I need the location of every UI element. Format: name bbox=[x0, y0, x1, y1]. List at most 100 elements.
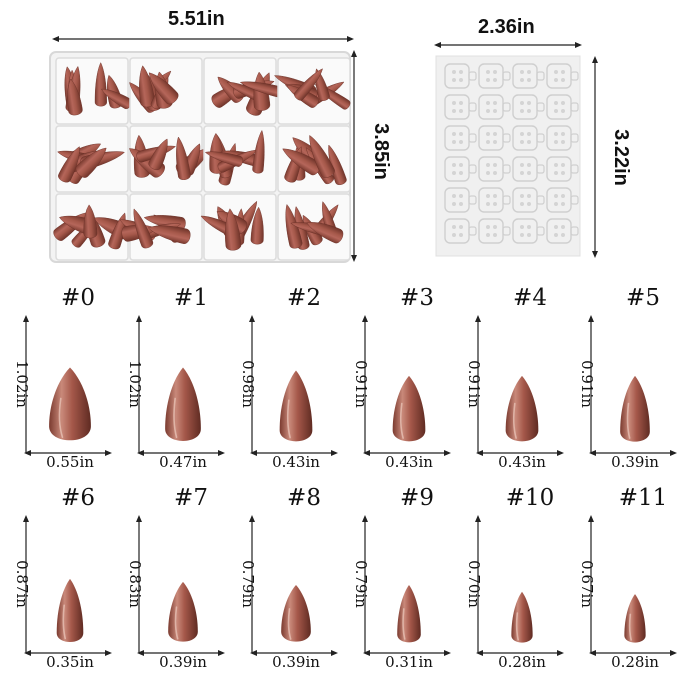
tray-compartment bbox=[55, 125, 129, 193]
size-number: #5 bbox=[626, 285, 660, 311]
nail-size-item: #8 0.39in 0.79in bbox=[239, 485, 344, 675]
nail-width-label: 0.39in bbox=[272, 653, 320, 671]
tray-compartments bbox=[53, 57, 351, 261]
tray-compartment bbox=[53, 193, 131, 261]
nail-height-label: 0.67in bbox=[577, 560, 596, 608]
nail-size-diagram bbox=[588, 515, 677, 656]
nail-width-label: 0.47in bbox=[159, 453, 207, 471]
adhesive-tab bbox=[546, 218, 579, 244]
sheet-width-label: 2.36in bbox=[478, 16, 535, 38]
nail-size-item: #7 0.39in 0.83in bbox=[126, 485, 231, 675]
size-number: #9 bbox=[400, 485, 434, 511]
adhesive-tab bbox=[444, 218, 477, 244]
adhesive-tab bbox=[512, 187, 545, 213]
nail-tip bbox=[624, 594, 646, 643]
nail-size-diagram bbox=[362, 515, 451, 656]
nail-height-label: 0.79in bbox=[238, 560, 257, 608]
nail-width-label: 0.43in bbox=[498, 453, 546, 471]
nail-tip bbox=[139, 65, 156, 108]
nail-width-label: 0.43in bbox=[385, 453, 433, 471]
nail-size-item: #6 0.35in 0.87in bbox=[13, 485, 118, 675]
nail-tip bbox=[49, 367, 91, 441]
nail-height-label: 0.83in bbox=[125, 560, 144, 608]
nail-size-diagram bbox=[136, 315, 225, 456]
nail-size-item: #11 0.28in 0.67in bbox=[578, 485, 679, 675]
nail-height-label: 0.91in bbox=[577, 360, 596, 408]
nail-tip bbox=[505, 375, 539, 442]
nail-tip bbox=[176, 136, 191, 180]
adhesive-tab bbox=[444, 125, 477, 151]
adhesive-tab bbox=[512, 156, 545, 182]
size-number: #6 bbox=[61, 485, 95, 511]
size-number: #1 bbox=[174, 285, 208, 311]
nail-tip bbox=[252, 129, 265, 174]
nail-tip bbox=[309, 135, 335, 178]
nail-tip bbox=[397, 584, 421, 643]
nail-size-item: #5 0.39in 0.91in bbox=[578, 285, 679, 475]
adhesive-tab bbox=[546, 125, 579, 151]
nail-tip bbox=[204, 151, 243, 167]
nail-tip bbox=[75, 147, 107, 178]
nail-tip bbox=[83, 204, 98, 239]
nail-tip bbox=[306, 222, 344, 244]
nail-width-label: 0.31in bbox=[385, 653, 433, 671]
nail-tip bbox=[282, 148, 321, 176]
nail-height-label: 1.02in bbox=[12, 360, 31, 408]
nail-height-label: 0.98in bbox=[238, 360, 257, 408]
nail-size-diagram bbox=[475, 315, 564, 456]
adhesive-tab bbox=[512, 94, 545, 120]
adhesive-tab bbox=[444, 94, 477, 120]
adhesive-tab bbox=[478, 94, 511, 120]
nail-height-label: 0.91in bbox=[464, 360, 483, 408]
nail-size-diagram bbox=[362, 315, 451, 456]
nail-tip bbox=[225, 208, 242, 251]
nail-storage-box bbox=[49, 36, 357, 263]
nail-tip bbox=[165, 367, 201, 441]
nail-tip bbox=[94, 62, 107, 107]
nail-tip bbox=[281, 584, 311, 642]
nail-tip bbox=[168, 581, 198, 642]
nail-width-label: 0.28in bbox=[498, 653, 546, 671]
nail-tip bbox=[511, 591, 533, 643]
nail-size-diagram bbox=[249, 515, 338, 656]
adhesive-tab bbox=[546, 94, 579, 120]
nail-width-label: 0.39in bbox=[611, 453, 659, 471]
nail-size-item: #4 0.43in 0.91in bbox=[465, 285, 570, 475]
nail-tip bbox=[67, 78, 83, 116]
size-number: #10 bbox=[505, 485, 555, 511]
nail-size-item: #0 0.55in 1.02in bbox=[13, 285, 118, 475]
nail-tip bbox=[58, 146, 80, 183]
nail-height-label: 1.02in bbox=[125, 360, 144, 408]
adhesive-tab bbox=[478, 218, 511, 244]
nail-tip bbox=[133, 208, 154, 249]
nail-tip bbox=[56, 578, 84, 643]
tray-compartment bbox=[119, 193, 203, 261]
adhesive-tab bbox=[546, 187, 579, 213]
sheet-height-label: 3.22in bbox=[609, 129, 632, 186]
tray-compartment bbox=[274, 57, 351, 125]
size-number: #2 bbox=[287, 285, 321, 311]
nail-size-diagram bbox=[249, 315, 338, 456]
nail-tip bbox=[147, 225, 191, 244]
adhesive-tab bbox=[444, 156, 477, 182]
adhesive-tab bbox=[546, 156, 579, 182]
nail-size-item: #2 0.43in 0.98in bbox=[239, 285, 344, 475]
tray-compartment bbox=[203, 57, 284, 125]
nail-width-label: 0.55in bbox=[46, 453, 94, 471]
size-number: #7 bbox=[174, 485, 208, 511]
size-number: #0 bbox=[61, 285, 95, 311]
nail-tip bbox=[250, 206, 264, 245]
nail-tip bbox=[294, 68, 323, 101]
adhesive-tab bbox=[444, 187, 477, 213]
nail-size-item: #1 0.47in 1.02in bbox=[126, 285, 231, 475]
nail-width-label: 0.35in bbox=[46, 653, 94, 671]
tray-compartment bbox=[277, 193, 351, 261]
tray-compartment bbox=[203, 125, 277, 193]
adhesive-tab bbox=[478, 187, 511, 213]
nail-size-diagram bbox=[136, 515, 225, 656]
adhesive-tab bbox=[512, 63, 545, 89]
adhesive-tab bbox=[444, 63, 477, 89]
nail-tip bbox=[148, 138, 168, 170]
adhesive-tab-sheet bbox=[434, 42, 598, 258]
